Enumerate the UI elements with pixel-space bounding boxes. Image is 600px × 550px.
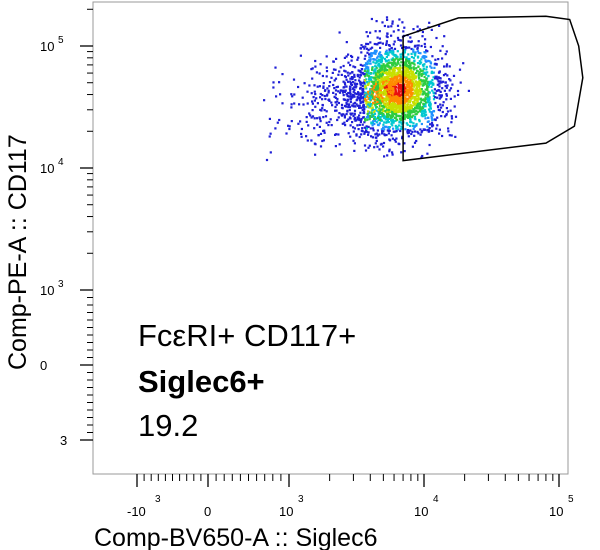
x-tick-exponent: 3 bbox=[298, 494, 304, 505]
x-axis-title: Comp-BV650-A :: Siglec6 bbox=[94, 524, 377, 550]
y-tick-label: 0 bbox=[40, 358, 47, 373]
x-tick-label: -10 bbox=[127, 504, 146, 519]
plot-frame bbox=[92, 1, 569, 475]
gate-name-label: Siglec6+ bbox=[138, 364, 265, 399]
y-axis-title: Comp-PE-A :: CD117 bbox=[4, 134, 32, 370]
x-tick-label: 10 bbox=[414, 504, 428, 519]
y-tick-exponent: 3 bbox=[58, 279, 64, 290]
y-tick-label: 10 bbox=[40, 161, 54, 176]
x-axis-ticks: -10 3 0 10 3 10 4 10 5 bbox=[127, 474, 574, 519]
gate-polygon[interactable] bbox=[402, 15, 584, 162]
gate-population-label: FcεRI+ CD117+ bbox=[138, 318, 357, 353]
y-tick-label: 10 bbox=[40, 39, 54, 54]
x-tick-label: 0 bbox=[204, 504, 211, 519]
y-tick-exponent: 5 bbox=[58, 35, 64, 46]
y-axis-ticks: 10 5 10 4 10 3 0 3 bbox=[40, 8, 93, 448]
x-tick-exponent: 4 bbox=[433, 494, 439, 505]
x-tick-label: 10 bbox=[279, 504, 293, 519]
x-tick-exponent: 3 bbox=[155, 494, 161, 505]
gate-percentage-label: 19.2 bbox=[138, 408, 199, 443]
y-tick-label: 10 bbox=[40, 283, 54, 298]
x-tick-label: 10 bbox=[549, 504, 563, 519]
event-dots bbox=[263, 16, 470, 162]
x-tick-exponent: 5 bbox=[568, 494, 574, 505]
y-tick-exponent: 4 bbox=[58, 157, 64, 168]
y-tick-exponent: 3 bbox=[60, 433, 67, 448]
